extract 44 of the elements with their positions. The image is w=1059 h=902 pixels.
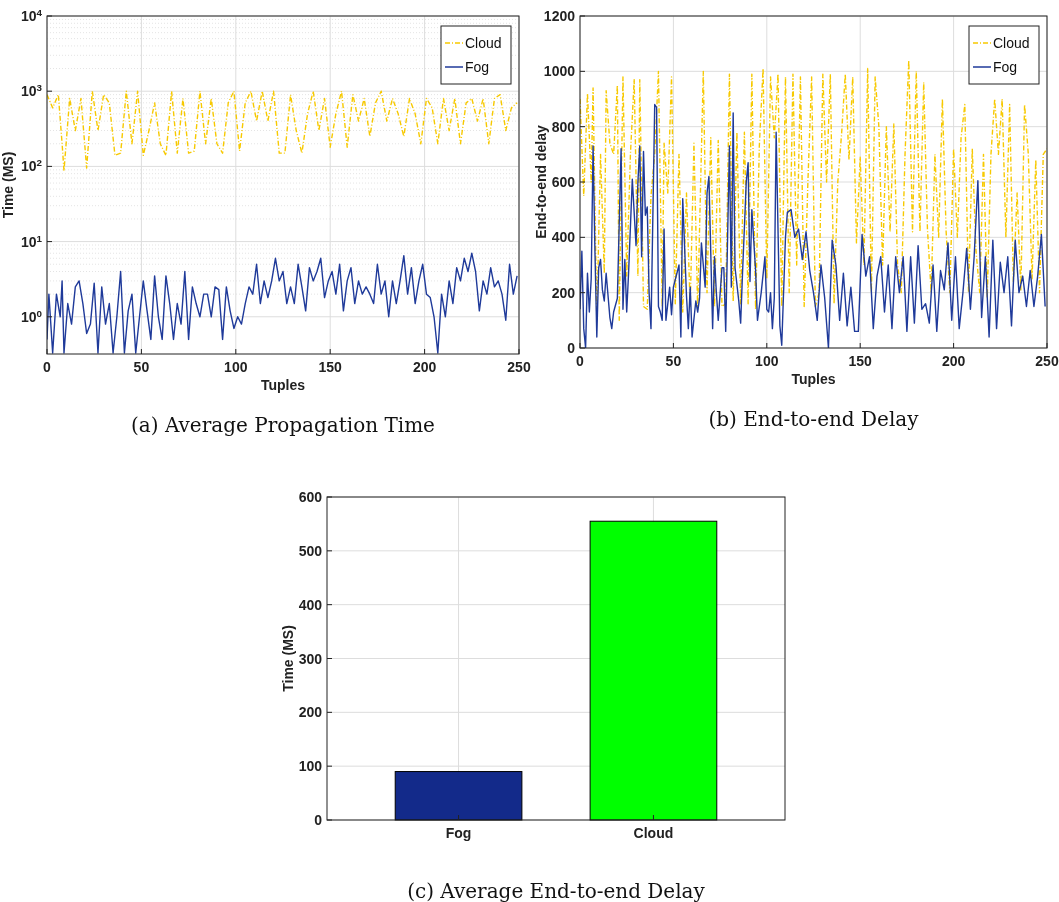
- y-tick-label: 400: [551, 229, 576, 246]
- y-tick-label: 10$^{2}$: [20, 156, 43, 175]
- x-tick-label: 200: [412, 359, 437, 375]
- text: (a) Average Propagation Time: [131, 413, 435, 437]
- y-tick-label: 1000: [543, 63, 576, 80]
- line-series: [47, 90, 518, 172]
- y-tick-label: 10$^{3}$: [20, 81, 43, 100]
- x-axis-title: Tuples: [260, 377, 306, 393]
- y-axis-title: End-to-end delay: [533, 125, 549, 239]
- y-tick-label: 1200: [543, 8, 576, 24]
- y-tick-label: 200: [551, 284, 576, 301]
- y-tick-label: 0: [567, 340, 576, 356]
- y-axis-title: Time (MS): [0, 151, 16, 219]
- y-tick-label: 300: [298, 650, 323, 667]
- y-tick-label: 10$^{4}$: [20, 6, 43, 24]
- x-tick-label: 100: [224, 359, 248, 375]
- legend-label: Cloud: [465, 35, 502, 51]
- x-tick-label: 250: [1035, 353, 1059, 369]
- legend-label: Fog: [993, 59, 1018, 75]
- y-tick-label: 10$^{1}$: [20, 232, 43, 250]
- y-tick-label: 400: [298, 596, 323, 613]
- x-tick-label: 50: [133, 359, 150, 375]
- x-tick-label: 50: [665, 353, 682, 369]
- x-tick-label: 150: [848, 353, 873, 369]
- x-tick-label: 100: [755, 353, 779, 369]
- legend-label: Fog: [465, 59, 490, 75]
- text: (c) Average End-to-end Delay: [407, 879, 706, 902]
- x-tick-label: 150: [318, 359, 343, 375]
- x-axis-title: Tuples: [791, 371, 836, 387]
- y-tick-label: 600: [551, 174, 576, 190]
- y-tick-label: 100: [298, 758, 323, 775]
- text: (b) End-to-end Delay: [708, 407, 920, 431]
- y-tick-label: 800: [551, 118, 576, 135]
- line-series: [47, 252, 518, 354]
- y-tick-label: 0: [314, 812, 323, 828]
- y-tick-label: 10$^{0}$: [20, 307, 43, 325]
- x-tick-label: 250: [507, 359, 531, 375]
- y-tick-label: 200: [298, 704, 323, 721]
- y-tick-label: 500: [298, 542, 323, 559]
- legend-label: Cloud: [993, 35, 1030, 51]
- x-tick-label: 200: [941, 353, 966, 369]
- y-axis-title: Time (MS): [280, 625, 296, 692]
- y-tick-label: 600: [298, 489, 323, 505]
- line-series: [580, 59, 1047, 322]
